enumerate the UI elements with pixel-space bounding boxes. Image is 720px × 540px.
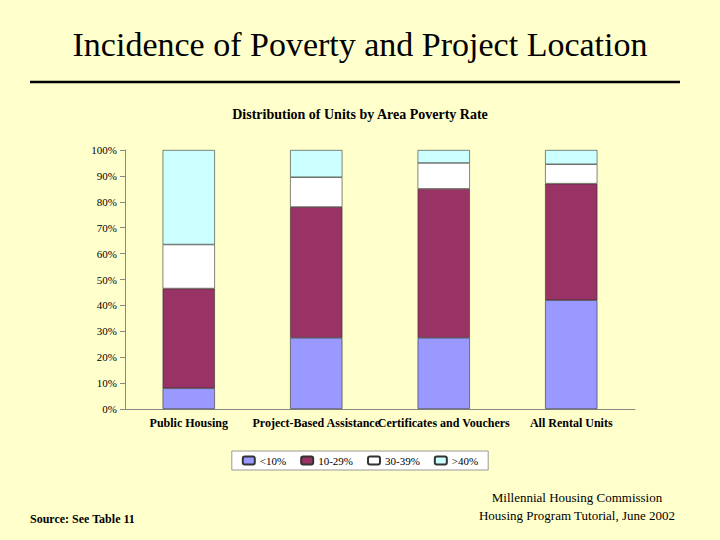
svg-text:50%: 50% — [97, 274, 117, 286]
svg-text:40%: 40% — [97, 299, 117, 311]
svg-text:All Rental Units: All Rental Units — [530, 416, 613, 430]
svg-text:>40%: >40% — [452, 455, 478, 467]
svg-text:10-29%: 10-29% — [318, 455, 353, 467]
svg-text:10%: 10% — [97, 377, 117, 389]
svg-text:20%: 20% — [97, 351, 117, 363]
svg-text:Certificates and Vouchers: Certificates and Vouchers — [378, 416, 510, 430]
svg-text:30%: 30% — [97, 325, 117, 337]
svg-text:70%: 70% — [97, 222, 117, 234]
svg-text:80%: 80% — [97, 196, 117, 208]
svg-text:Distribution of Units by Area: Distribution of Units by Area Poverty Ra… — [232, 107, 488, 122]
svg-text:60%: 60% — [97, 248, 117, 260]
svg-text:Millennial Housing Commission: Millennial Housing Commission — [492, 490, 663, 505]
svg-text:100%: 100% — [91, 144, 117, 156]
svg-text:Source: See Table 11: Source: See Table 11 — [30, 512, 135, 526]
svg-text:90%: 90% — [97, 170, 117, 182]
svg-text:<10%: <10% — [260, 455, 286, 467]
svg-text:Incidence of Poverty and Proje: Incidence of Poverty and Project Locatio… — [73, 26, 648, 63]
svg-text:30-39%: 30-39% — [385, 455, 420, 467]
svg-text:Project-Based Assistance: Project-Based Assistance — [253, 416, 381, 430]
svg-text:0%: 0% — [102, 403, 117, 415]
svg-text:Housing Program Tutorial, June: Housing Program Tutorial, June 2002 — [479, 508, 675, 523]
svg-text:Public Housing: Public Housing — [150, 416, 228, 430]
